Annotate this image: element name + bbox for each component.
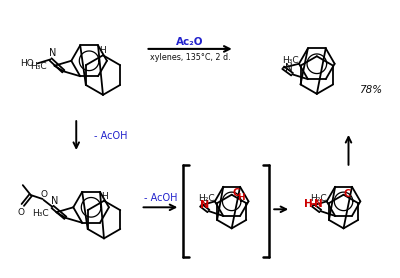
- Text: O: O: [40, 190, 47, 199]
- Text: H: H: [102, 192, 108, 201]
- Text: H₂C: H₂C: [310, 194, 327, 203]
- Text: 78%: 78%: [359, 86, 382, 95]
- Text: H₃C: H₃C: [30, 62, 46, 71]
- Text: Ac₂O: Ac₂O: [176, 37, 204, 47]
- Text: - AcOH: - AcOH: [144, 193, 177, 203]
- Text: N: N: [314, 199, 323, 209]
- Text: H₃C: H₃C: [32, 209, 48, 218]
- Text: xylenes, 135°C, 2 d.: xylenes, 135°C, 2 d.: [150, 53, 230, 62]
- Text: N: N: [285, 63, 293, 73]
- Text: O: O: [17, 208, 24, 217]
- Text: HO: HO: [20, 59, 34, 68]
- Text: H: H: [304, 199, 312, 209]
- Text: C: C: [344, 189, 351, 199]
- Text: H₃C: H₃C: [282, 56, 298, 65]
- Text: N: N: [200, 200, 210, 210]
- Text: C: C: [232, 188, 239, 198]
- Text: N: N: [49, 48, 56, 58]
- Text: H: H: [100, 46, 106, 55]
- Text: H₂C: H₂C: [198, 194, 215, 203]
- Text: N: N: [51, 196, 58, 206]
- Text: H: H: [237, 193, 244, 202]
- Text: - AcOH: - AcOH: [94, 131, 128, 141]
